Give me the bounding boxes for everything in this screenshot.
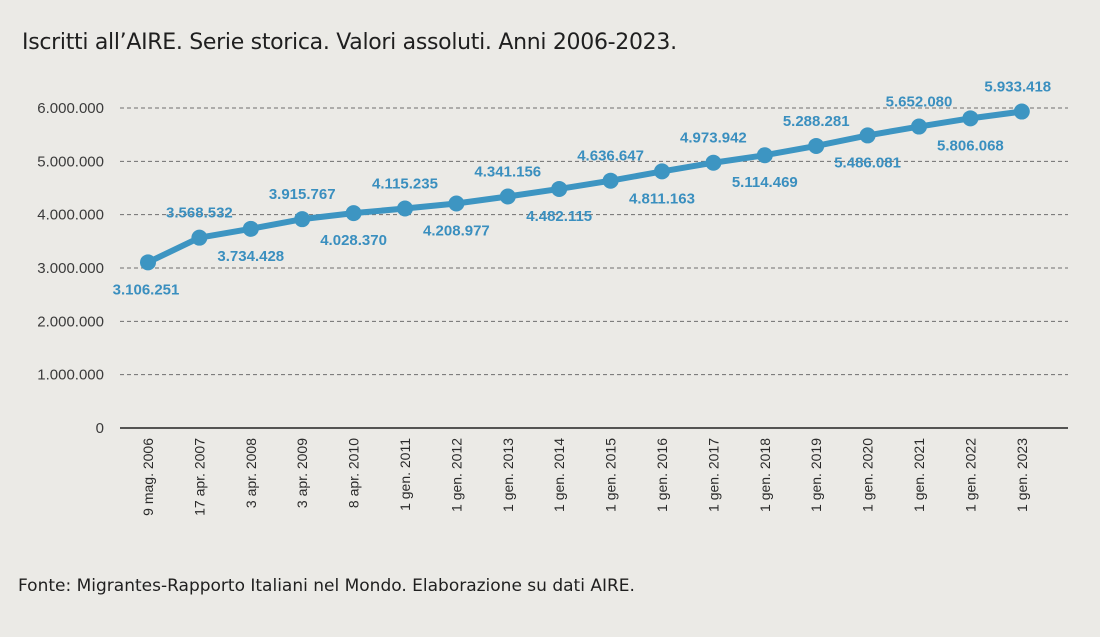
x-tick-label: 1 gen. 2011 bbox=[397, 438, 413, 511]
data-point bbox=[859, 127, 876, 144]
x-tick-label: 1 gen. 2012 bbox=[448, 438, 464, 512]
x-tick-label: 1 gen. 2020 bbox=[860, 438, 876, 512]
data-label: 4.811.163 bbox=[629, 190, 695, 207]
data-label: 5.288.281 bbox=[783, 113, 850, 130]
line-chart: 0 1.000.000 2.000.000 3.000.000 4.000.000 5.0… bbox=[37, 79, 1068, 516]
chart-title: Iscritti all’AIRE. Serie storica. Valori… bbox=[22, 30, 677, 55]
y-tick-label: 3.000.000 bbox=[37, 260, 104, 277]
data-point bbox=[499, 188, 516, 205]
x-tick-label: 8 apr. 2010 bbox=[346, 438, 362, 508]
data-label: 4.208.977 bbox=[423, 223, 490, 240]
x-tick-label: 1 gen. 2015 bbox=[603, 438, 619, 512]
data-label: 3.734.428 bbox=[217, 248, 284, 265]
data-label: 5.933.418 bbox=[984, 79, 1051, 96]
data-label: 4.341.156 bbox=[474, 163, 541, 180]
data-point bbox=[345, 205, 362, 222]
data-point bbox=[962, 110, 979, 127]
data-label: 5.486.081 bbox=[834, 154, 901, 171]
x-tick-label: 1 gen. 2013 bbox=[500, 438, 516, 512]
data-label: 4.636.647 bbox=[577, 148, 644, 165]
data-point bbox=[911, 118, 927, 135]
data-label: 4.028.370 bbox=[320, 232, 387, 249]
data-label: 4.115.235 bbox=[372, 176, 438, 193]
series-line bbox=[145, 108, 1025, 266]
data-label: 3.568.532 bbox=[166, 205, 233, 222]
source-note: Fonte: Migrantes-Rapporto Italiani nel M… bbox=[18, 576, 635, 596]
data-point bbox=[551, 180, 568, 197]
y-tick-label: 4.000.000 bbox=[37, 207, 104, 224]
x-tick-label: 3 apr. 2009 bbox=[294, 438, 310, 508]
data-label: 3.106.251 bbox=[113, 281, 180, 298]
data-point bbox=[294, 211, 311, 228]
data-label: 3.915.767 bbox=[269, 186, 336, 203]
data-point bbox=[242, 220, 259, 237]
data-label: 5.114.469 bbox=[732, 174, 798, 191]
x-tick-label: 1 gen. 2014 bbox=[551, 438, 567, 512]
x-tick-label: 1 gen. 2022 bbox=[962, 438, 978, 512]
data-point bbox=[191, 229, 208, 246]
data-label: 5.806.068 bbox=[937, 137, 1004, 154]
data-point bbox=[705, 154, 722, 171]
x-tick-label: 1 gen. 2023 bbox=[1014, 438, 1030, 512]
data-label: 4.973.942 bbox=[680, 130, 747, 147]
x-tick-label: 3 apr. 2008 bbox=[243, 438, 259, 508]
x-tick-label: 9 mag. 2006 bbox=[140, 438, 156, 516]
y-tick-label: 6.000.000 bbox=[37, 100, 104, 117]
data-label: 5.652.080 bbox=[886, 94, 953, 111]
data-point bbox=[756, 147, 773, 164]
x-tick-label: 1 gen. 2018 bbox=[757, 438, 773, 512]
y-tick-label: 5.000.000 bbox=[37, 153, 104, 170]
data-point bbox=[602, 172, 619, 189]
x-tick-label: 1 gen. 2019 bbox=[808, 438, 824, 512]
x-tick-label: 1 gen. 2016 bbox=[654, 438, 670, 512]
data-point bbox=[397, 200, 413, 217]
x-tick-label: 17 apr. 2007 bbox=[191, 438, 207, 516]
y-tick-label: 0 bbox=[96, 420, 104, 437]
x-tick-label: 1 gen. 2021 bbox=[911, 438, 927, 512]
data-point bbox=[140, 254, 156, 271]
data-label: 4.482.115 bbox=[526, 208, 592, 225]
data-point bbox=[808, 137, 825, 154]
y-tick-label: 1.000.000 bbox=[37, 367, 104, 384]
data-point bbox=[654, 163, 670, 180]
data-point bbox=[1013, 103, 1030, 120]
y-tick-label: 2.000.000 bbox=[37, 313, 104, 330]
x-tick-label: 1 gen. 2017 bbox=[705, 438, 721, 512]
data-point bbox=[448, 195, 465, 212]
